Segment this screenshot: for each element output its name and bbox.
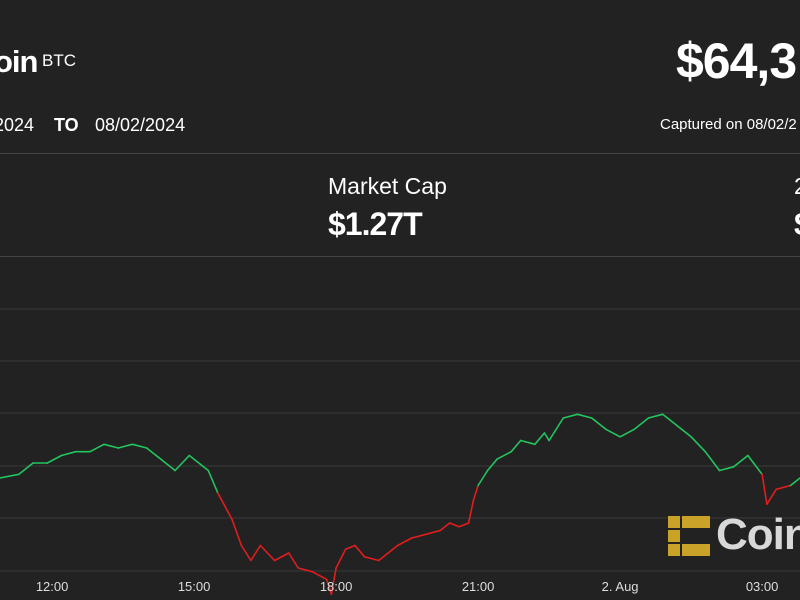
x-tick-label: 18:00 — [320, 579, 353, 594]
price-line-segment — [548, 417, 565, 442]
price-line-segment — [676, 424, 692, 438]
chart-grid — [0, 308, 800, 572]
price-line-segment — [377, 552, 390, 562]
price-line-segment — [718, 466, 735, 472]
price-line-segment — [486, 458, 498, 472]
date-from: 2024 — [0, 115, 35, 135]
stats-divider — [0, 256, 800, 257]
captured-on-text: Captured on 08/02/2 — [660, 116, 797, 133]
price-line-segment — [472, 484, 479, 502]
coin-name: oin — [0, 44, 38, 79]
price-line-segment — [448, 522, 461, 528]
second-stat-value: $ — [794, 206, 800, 243]
price-line-segment — [661, 413, 678, 427]
x-axis-ticks: 12:00 15:00 18:00 21:00 2. Aug 03:00 — [36, 579, 779, 594]
price-line-segment — [231, 518, 243, 547]
price-line-segment — [18, 462, 34, 476]
price-line-segment — [60, 450, 77, 457]
second-stat-label: 2 — [794, 173, 800, 200]
current-price: $64,3 — [676, 33, 797, 89]
price-line-segment — [354, 544, 366, 558]
price-line-segment — [207, 469, 219, 494]
price-line-segment — [311, 570, 328, 581]
price-line-segment — [344, 544, 356, 551]
price-line-segment — [619, 428, 636, 438]
x-tick-label: 03:00 — [746, 579, 779, 594]
price-line-segment — [396, 537, 413, 547]
price-line-segment — [89, 443, 105, 453]
date-to-label: TO — [54, 115, 79, 135]
price-line-segment — [647, 413, 664, 419]
price-line-segment — [732, 454, 749, 468]
price-line-segment — [439, 522, 451, 532]
price-line-segment — [0, 473, 20, 479]
price-line-segment — [250, 544, 262, 562]
price-line-segment — [410, 533, 427, 539]
price-line-segment — [325, 578, 333, 596]
price-line-segment — [519, 439, 536, 446]
price-line-segment — [590, 417, 607, 431]
price-line-segment — [174, 454, 191, 472]
x-tick-label: 21:00 — [462, 579, 495, 594]
price-line-segment — [259, 544, 276, 562]
price-line-segment — [704, 450, 721, 472]
market-cap-label: Market Cap — [328, 173, 447, 199]
price-line-segment — [605, 428, 621, 438]
price-line-segment — [330, 567, 337, 596]
price-line-segment — [534, 432, 546, 446]
price-line-segment — [46, 454, 63, 464]
price-line-segment — [297, 567, 314, 573]
price-line-segment — [543, 432, 550, 442]
price-line-segment — [387, 544, 399, 554]
price-line-segment — [273, 552, 290, 562]
header-divider — [0, 153, 800, 154]
price-line-segment — [131, 443, 148, 449]
price-line-segment — [458, 522, 470, 528]
price-line-segment — [160, 458, 176, 472]
price-line-segment — [510, 439, 522, 453]
coindesk-logo-icon — [668, 516, 710, 556]
price-line-segment — [188, 454, 210, 472]
price-line-segment — [766, 488, 778, 505]
price-line-segment — [775, 484, 792, 491]
price-line-segment — [747, 454, 763, 476]
price-line-segment — [576, 413, 593, 419]
coindesk-watermark: Coin — [668, 510, 800, 563]
x-tick-label: 12:00 — [36, 579, 69, 594]
price-line-segment — [477, 469, 489, 487]
x-tick-label: 15:00 — [178, 579, 211, 594]
price-line-segment — [363, 555, 380, 562]
price-line-segment — [467, 499, 475, 524]
price-line-segment — [633, 417, 650, 431]
price-line-segment — [562, 413, 579, 419]
price-line-segment — [240, 544, 252, 562]
price-line-segment — [217, 492, 233, 521]
price-line-segment — [103, 443, 120, 449]
price-line-segment — [761, 473, 768, 505]
price-line-segment — [789, 477, 800, 487]
market-cap-value: $1.27T — [328, 206, 423, 242]
price-line-segment — [425, 529, 442, 536]
watermark-text: Coin — [716, 510, 800, 559]
coin-ticker: BTC — [42, 51, 76, 70]
price-line-segment — [287, 552, 300, 569]
x-tick-label: 2. Aug — [602, 579, 639, 594]
price-line-segment — [145, 447, 162, 460]
date-to: 08/02/2024 — [95, 115, 186, 135]
price-line — [0, 413, 800, 596]
price-line-segment — [335, 548, 347, 569]
price-line-segment — [117, 443, 134, 449]
price-chart: 12:00 15:00 18:00 21:00 2. Aug 03:00 — [0, 308, 800, 596]
price-line-segment — [690, 436, 707, 453]
price-line-segment — [496, 450, 513, 460]
